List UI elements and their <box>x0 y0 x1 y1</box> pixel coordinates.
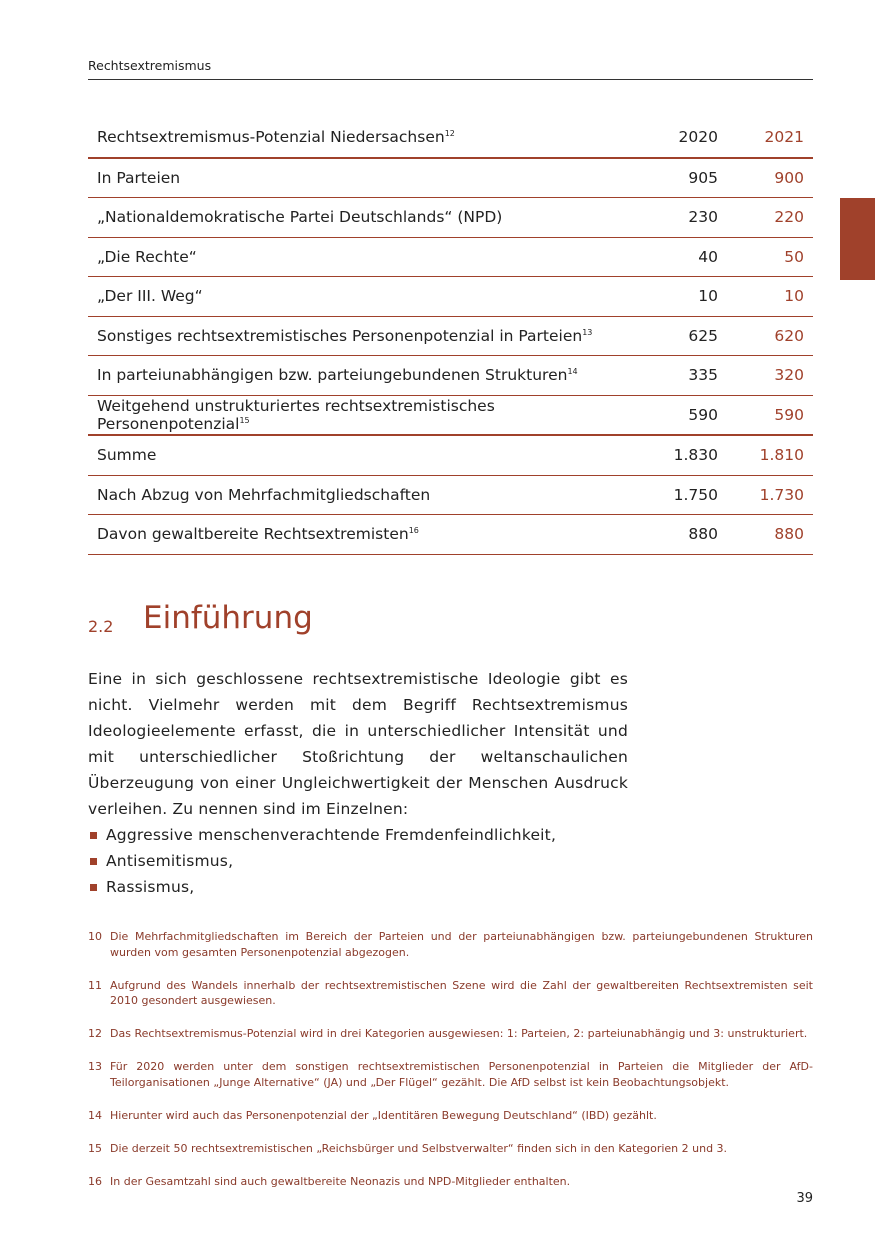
value-2020: 625 <box>639 316 727 356</box>
table-row: In parteiunabhängigen bzw. parteiungebun… <box>88 355 813 396</box>
bullet-item: Antisemitismus, <box>88 848 628 874</box>
value-2020: 1.750 <box>639 475 727 515</box>
table-row: In Parteien 905 900 <box>88 157 813 198</box>
bullet-list: Aggressive menschenverachtende Fremdenfe… <box>88 822 628 900</box>
footnote: 15 Die derzeit 50 rechtsextremistischen „… <box>88 1141 813 1157</box>
footnote-number: 13 <box>88 1060 102 1073</box>
value-2020: 10 <box>639 276 727 317</box>
footnote: 10 Die Mehrfachmitgliedschaften im Bereic… <box>88 929 813 960</box>
footnotes: 10 Die Mehrfachmitgliedschaften im Bereic… <box>88 929 813 1207</box>
footnote-text: Aufgrund des Wandels innerhalb der recht… <box>110 978 813 1008</box>
value-2021: 220 <box>727 197 813 238</box>
value-2020: 590 <box>639 395 727 436</box>
value-2020: 880 <box>639 514 727 555</box>
row-label: Nach Abzug von Mehrfachmitgliedschaften <box>88 475 639 515</box>
value-2021: 620 <box>727 316 813 356</box>
footnote-number: 10 <box>88 930 102 943</box>
value-2021: 320 <box>727 355 813 396</box>
row-label: Davon gewaltbereite Rechtsextremisten16 <box>88 514 639 555</box>
footnote: 16 In der Gesamtzahl sind auch gewaltbere… <box>88 1174 813 1190</box>
footnote-text: Für 2020 werden unter dem sonstigen rech… <box>110 1060 813 1089</box>
footnote: 12 Das Rechtsextremismus-Potenzial wird i… <box>88 1026 813 1042</box>
footnote: 13 Für 2020 werden unter dem sonstigen re… <box>88 1059 813 1090</box>
footnote: 11 Aufgrund des Wandels innerhalb der rec… <box>88 978 813 1009</box>
value-2021: 880 <box>727 514 813 555</box>
value-2021: 1.810 <box>727 435 813 476</box>
bullet-item: Rassismus, <box>88 874 628 900</box>
footnote-text: Die Mehrfachmitgliedschaften im Bereich … <box>110 930 813 959</box>
row-label: Sonstiges rechtsextremistisches Personen… <box>88 316 639 356</box>
square-bullet-icon <box>90 884 97 891</box>
table-row: „Die Rechte“ 40 50 <box>88 237 813 277</box>
row-label: In Parteien <box>88 157 639 198</box>
footnote-text: Das Rechtsextremismus-Potenzial wird in … <box>110 1027 808 1040</box>
section-number: 2.2 <box>88 617 114 636</box>
value-2021: 50 <box>727 237 813 277</box>
value-2020: 905 <box>639 157 727 198</box>
value-2021: 900 <box>727 157 813 198</box>
value-2021: 1.730 <box>727 475 813 515</box>
table-row: Weitgehend unstrukturiertes rechtsextrem… <box>88 395 813 436</box>
footnote-text: In der Gesamtzahl sind auch gewaltbereit… <box>110 1174 571 1188</box>
row-label: „Nationaldemokratische Partei Deutschlan… <box>88 197 639 238</box>
square-bullet-icon <box>90 832 97 839</box>
square-bullet-icon <box>90 858 97 865</box>
table-row: „Nationaldemokratische Partei Deutschlan… <box>88 197 813 238</box>
value-2021: 590 <box>727 395 813 436</box>
section-body: Eine in sich geschlossene rechtsextremis… <box>88 666 628 900</box>
col-header-2021: 2021 <box>727 118 813 159</box>
footnote-text: Hierunter wird auch das Personenpotenzia… <box>110 1108 657 1122</box>
row-label: Weitgehend unstrukturiertes rechtsextrem… <box>88 395 639 436</box>
section-title: Einführung <box>143 600 313 636</box>
table-row: Davon gewaltbereite Rechtsextremisten16 … <box>88 514 813 555</box>
value-2021: 10 <box>727 276 813 317</box>
footnote-number: 12 <box>88 1027 102 1040</box>
row-label: „Der III. Weg“ <box>88 276 639 317</box>
col-header-2020: 2020 <box>639 118 727 159</box>
table-row: Summe 1.830 1.810 <box>88 435 813 476</box>
footnote-number: 11 <box>88 978 102 992</box>
value-2020: 335 <box>639 355 727 396</box>
value-2020: 1.830 <box>639 435 727 476</box>
bullet-item: Aggressive menschenverachtende Fremdenfe… <box>88 822 628 848</box>
footnote: 14 Hierunter wird auch das Personenpotenz… <box>88 1108 813 1124</box>
footnote-text: Die derzeit 50 rechtsextremistischen „Re… <box>110 1141 728 1155</box>
value-2020: 40 <box>639 237 727 277</box>
row-label: Summe <box>88 435 639 476</box>
chapter-tab-marker <box>840 198 875 280</box>
footnote-number: 16 <box>88 1174 102 1188</box>
table-row: Sonstiges rechtsextremistisches Personen… <box>88 316 813 356</box>
footnote-number: 15 <box>88 1141 102 1155</box>
row-label: In parteiunabhängigen bzw. parteiungebun… <box>88 355 639 396</box>
page-number: 39 <box>796 1191 813 1206</box>
table-title: Rechtsextremismus-Potenzial Niedersachse… <box>88 118 639 159</box>
table-row: Nach Abzug von Mehrfachmitgliedschaften … <box>88 475 813 515</box>
footnote-number: 14 <box>88 1108 102 1122</box>
table-header-row: Rechtsextremismus-Potenzial Niedersachse… <box>88 118 813 159</box>
value-2020: 230 <box>639 197 727 238</box>
paragraph: Eine in sich geschlossene rechtsextremis… <box>88 670 628 818</box>
header-divider <box>88 79 813 80</box>
statistics-table: Rechtsextremismus-Potenzial Niedersachse… <box>88 118 813 555</box>
table-row: „Der III. Weg“ 10 10 <box>88 276 813 317</box>
row-label: „Die Rechte“ <box>88 237 639 277</box>
running-header: Rechtsextremismus <box>88 58 212 73</box>
